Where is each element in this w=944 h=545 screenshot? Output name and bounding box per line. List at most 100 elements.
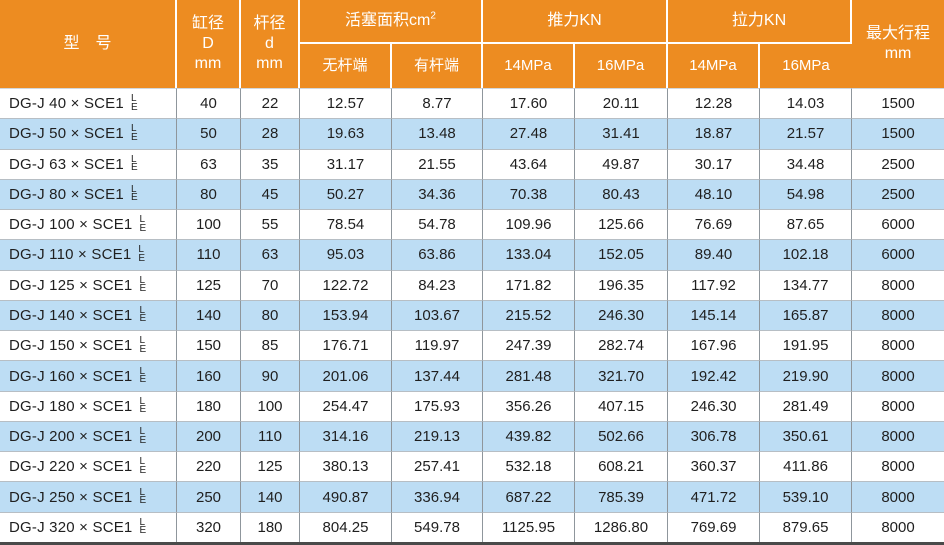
table-body: DG-J 40 × SCE1 L E 40 22 12.57 8.77 17.60 20.11 1… — [0, 88, 944, 542]
pull-14mpa-cell: 192.42 — [668, 360, 761, 391]
header-bore-diameter: 缸径 D mm — [177, 0, 241, 88]
push-16mpa-cell: 80.43 — [575, 178, 669, 210]
pull-16mpa-cell: 539.10 — [760, 481, 853, 512]
model-text: DG-J 100 × SCE1 — [9, 216, 133, 234]
area-rodless-cell: 19.63 — [300, 118, 392, 149]
model-text: DG-J 40 × SCE1 — [9, 95, 124, 113]
header-push-force: 推力KN — [483, 0, 669, 44]
pull-14mpa-cell: 117.92 — [668, 269, 761, 300]
stroke-cell: 6000 — [852, 209, 944, 240]
push-14mpa-cell: 171.82 — [483, 269, 575, 300]
area-rod-cell: 63.86 — [392, 239, 483, 270]
pull-14mpa-cell: 30.17 — [668, 148, 761, 179]
pull-16mpa-cell: 134.77 — [760, 269, 853, 300]
rod-cell: 70 — [241, 269, 300, 300]
model-cell: DG-J 100 × SCE1 L E — [0, 209, 177, 240]
area-rodless-cell: 50.27 — [300, 178, 392, 210]
header-model: 型 号 — [0, 0, 177, 88]
bore-cell: 80 — [177, 178, 241, 210]
push-16mpa-cell: 20.11 — [575, 88, 669, 119]
rod-cell: 63 — [241, 239, 300, 270]
model-text: DG-J 150 × SCE1 — [9, 337, 133, 355]
stroke-cell: 8000 — [852, 269, 944, 300]
model-cell: DG-J 80 × SCE1 L E — [0, 178, 177, 210]
pull-14mpa-cell: 18.87 — [668, 118, 761, 149]
rod-cell: 22 — [241, 88, 300, 119]
model-cell: DG-J 180 × SCE1 L E — [0, 390, 177, 421]
rod-cell: 85 — [241, 330, 300, 361]
area-rodless-cell: 12.57 — [300, 88, 392, 119]
area-rod-cell: 119.97 — [392, 330, 483, 361]
header-push-14mpa: 14MPa — [483, 44, 575, 88]
model-text: DG-J 200 × SCE1 — [9, 428, 133, 446]
model-cell: DG-J 200 × SCE1 L E — [0, 420, 177, 452]
area-rodless-cell: 201.06 — [300, 360, 392, 391]
bore-cell: 100 — [177, 209, 241, 240]
header-row-sub: 无杆端 有杆端 14MPa 16MPa 14MPa 16MPa — [0, 44, 944, 88]
model-text: DG-J 63 × SCE1 — [9, 155, 124, 173]
model-text: DG-J 50 × SCE1 — [9, 125, 124, 143]
area-rodless-cell: 122.72 — [300, 269, 392, 300]
bore-cell: 150 — [177, 330, 241, 361]
stroke-cell: 2500 — [852, 148, 944, 179]
header-push-16mpa: 16MPa — [575, 44, 669, 88]
table-row: DG-J 100 × SCE1 L E 100 55 78.54 54.78 109.96 12… — [0, 209, 944, 240]
model-cell: DG-J 40 × SCE1 L E — [0, 88, 177, 119]
table-row: DG-J 50 × SCE1 L E 50 28 19.63 13.48 27.48 31.41… — [0, 118, 944, 149]
rod-cell: 125 — [241, 451, 300, 482]
bore-cell: 220 — [177, 451, 241, 482]
area-rodless-cell: 314.16 — [300, 420, 392, 452]
bore-cell: 50 — [177, 118, 241, 149]
header-rod-diameter: 杆径 d mm — [241, 0, 300, 88]
model-text: DG-J 110 × SCE1 — [9, 246, 132, 264]
pull-16mpa-cell: 87.65 — [760, 209, 853, 240]
table-row: DG-J 180 × SCE1 L E 180 100 254.47 175.93 356.2… — [0, 390, 944, 421]
rod-cell: 35 — [241, 148, 300, 179]
model-text: DG-J 140 × SCE1 — [9, 306, 133, 324]
stroke-cell: 2500 — [852, 178, 944, 210]
push-14mpa-cell: 43.64 — [483, 148, 575, 179]
area-rodless-cell: 95.03 — [300, 239, 392, 270]
stroke-cell: 8000 — [852, 481, 944, 512]
push-16mpa-cell: 321.70 — [575, 360, 669, 391]
model-text: DG-J 320 × SCE1 — [9, 518, 133, 536]
push-16mpa-cell: 49.87 — [575, 148, 669, 179]
area-rod-cell: 257.41 — [392, 451, 483, 482]
pull-16mpa-cell: 14.03 — [760, 88, 853, 119]
pull-16mpa-cell: 879.65 — [760, 511, 853, 542]
push-14mpa-cell: 687.22 — [483, 481, 575, 512]
push-14mpa-cell: 109.96 — [483, 209, 575, 240]
model-text: DG-J 180 × SCE1 — [9, 397, 133, 415]
pull-14mpa-cell: 471.72 — [668, 481, 761, 512]
bore-cell: 140 — [177, 299, 241, 331]
rod-cell: 110 — [241, 420, 300, 452]
rod-cell: 180 — [241, 511, 300, 542]
rod-cell: 90 — [241, 360, 300, 391]
model-cell: DG-J 160 × SCE1 L E — [0, 360, 177, 391]
push-14mpa-cell: 215.52 — [483, 299, 575, 331]
model-cell: DG-J 110 × SCE1 L E — [0, 239, 177, 270]
stroke-cell: 8000 — [852, 360, 944, 391]
bore-cell: 200 — [177, 420, 241, 452]
push-16mpa-cell: 407.15 — [575, 390, 669, 421]
stroke-cell: 1500 — [852, 118, 944, 149]
rod-cell: 28 — [241, 118, 300, 149]
rod-cell: 80 — [241, 299, 300, 331]
pull-14mpa-cell: 769.69 — [668, 511, 761, 542]
push-16mpa-cell: 246.30 — [575, 299, 669, 331]
pull-16mpa-cell: 165.87 — [760, 299, 853, 331]
area-rod-cell: 13.48 — [392, 118, 483, 149]
bore-cell: 110 — [177, 239, 241, 270]
table-row: DG-J 200 × SCE1 L E 200 110 314.16 219.13 439.8… — [0, 420, 944, 452]
stroke-cell: 6000 — [852, 239, 944, 270]
model-cell: DG-J 320 × SCE1 L E — [0, 511, 177, 542]
